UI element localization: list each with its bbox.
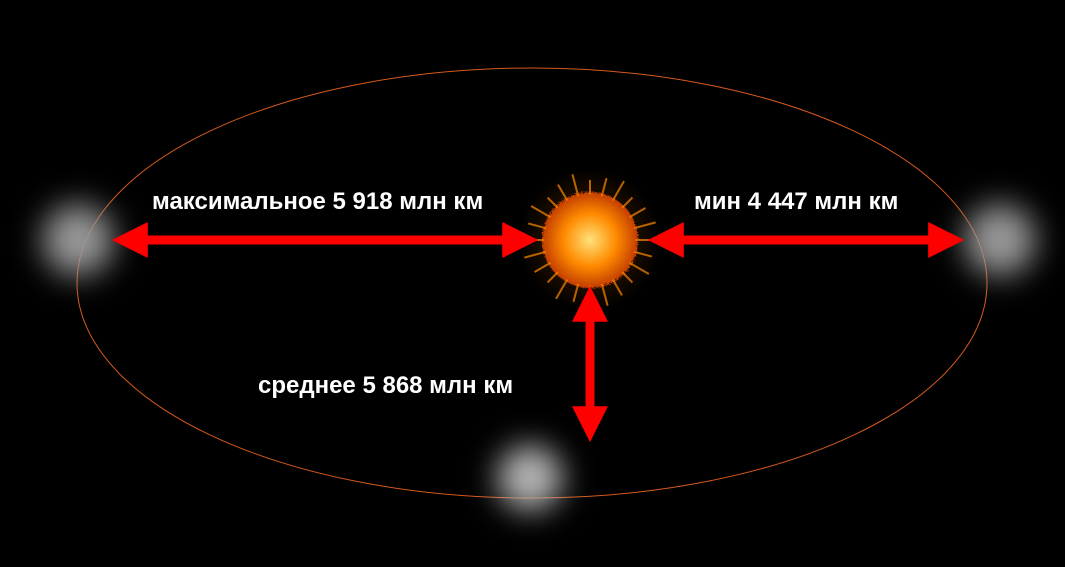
- label-min: мин 4 447 млн км: [694, 188, 898, 216]
- orbit-diagram: максимальное 5 918 млн км мин 4 447 млн …: [0, 0, 1065, 567]
- label-max: максимальное 5 918 млн км: [152, 188, 483, 216]
- label-avg: среднее 5 868 млн км: [258, 372, 513, 400]
- arrows-layer: [0, 0, 1065, 567]
